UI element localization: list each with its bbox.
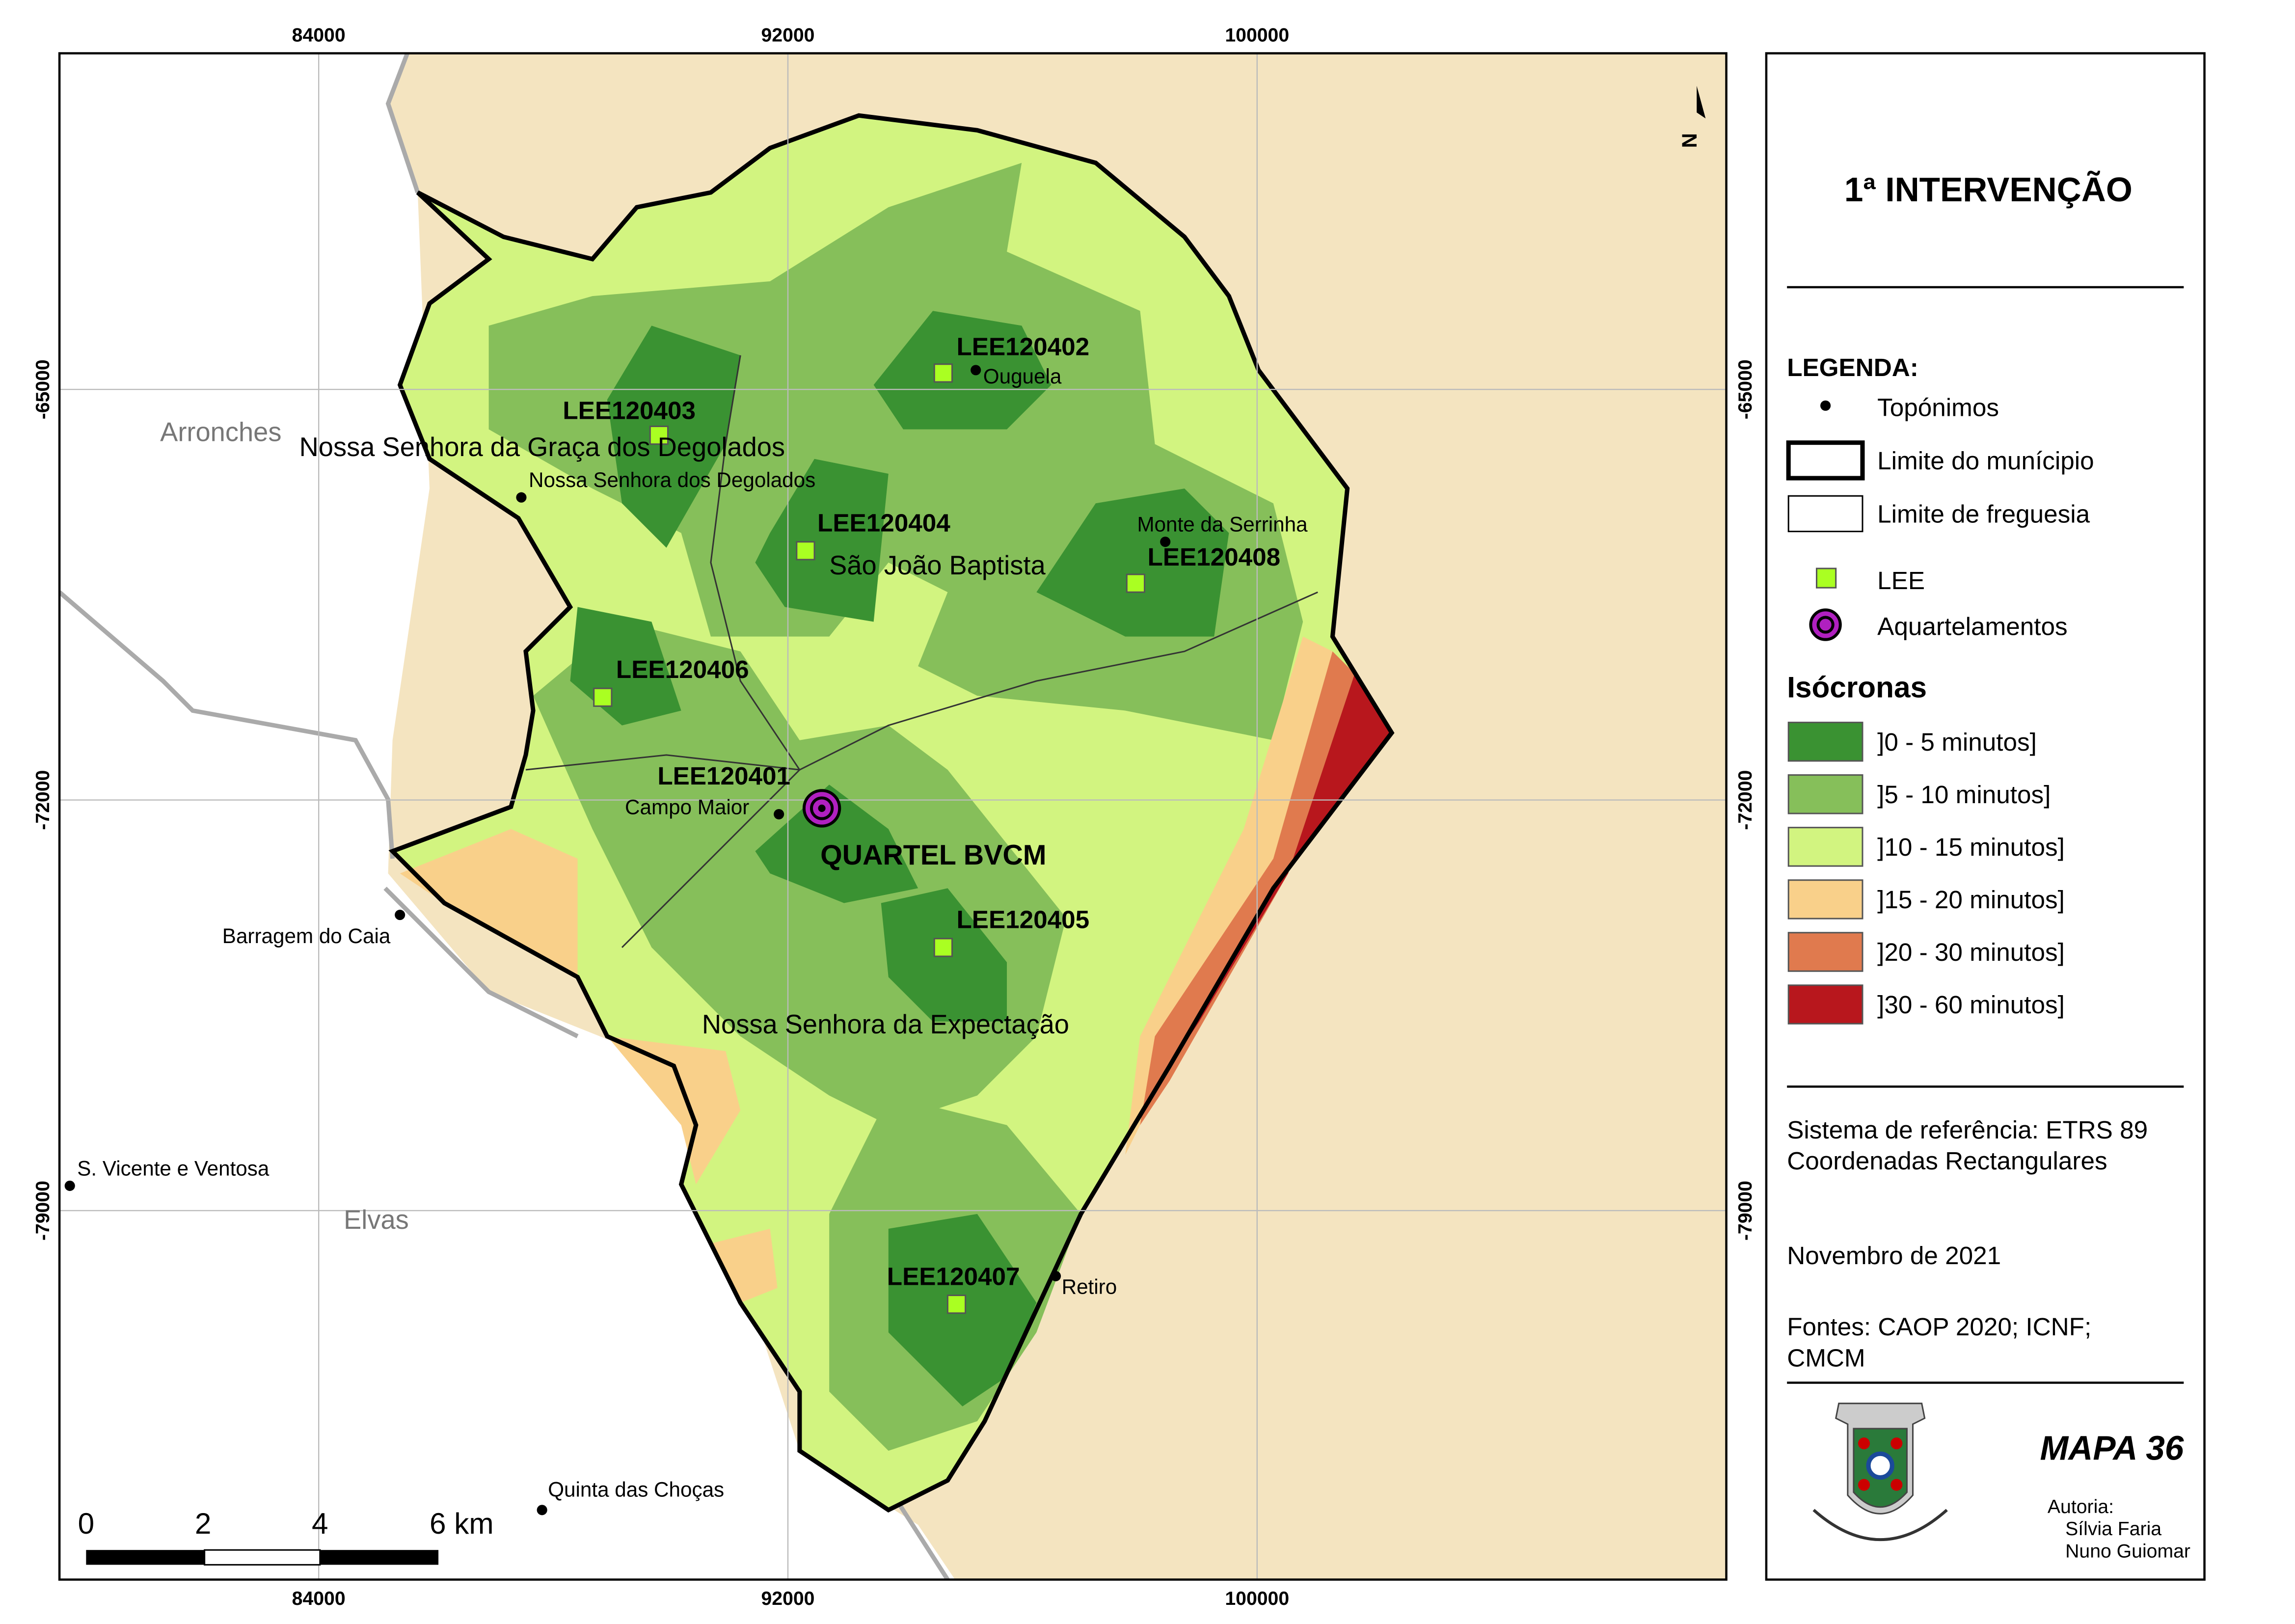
isochrone-label: ]30 - 60 minutos]: [1877, 991, 2065, 1019]
y-tick-label: -65000: [1735, 359, 1756, 419]
place-label: Retiro: [1062, 1275, 1117, 1299]
isochrone-label: ]5 - 10 minutos]: [1877, 781, 2051, 809]
isochrone-label: ]15 - 20 minutos]: [1877, 886, 2065, 914]
parish-boundaries: [525, 355, 1318, 948]
station-marker: [802, 789, 841, 828]
isochrone-swatch: [1787, 932, 1863, 972]
y-tick-label: -65000: [32, 359, 54, 419]
lee-label: LEE120406: [616, 655, 749, 683]
place-label: S. Vicente e Ventosa: [77, 1157, 270, 1180]
north-arrow: N: [1678, 85, 1706, 148]
place-label: Barragem do Caia: [222, 924, 391, 947]
isochrone-label: ]20 - 30 minutos]: [1877, 938, 2065, 966]
reference-text: Coordenadas Rectangulares: [1787, 1147, 2107, 1175]
parish-label: São João Baptista: [829, 550, 1046, 580]
map-body: LEE120402 LEE120403 LEE120404 LEE120408 …: [59, 53, 1727, 1580]
lee-label: LEE120401: [657, 762, 790, 790]
isochrone-label: ]10 - 15 minutos]: [1877, 833, 2065, 861]
reference-text: Sistema de referência: ETRS 89: [1787, 1116, 2148, 1144]
authors-heading: Autoria:: [2048, 1496, 2114, 1517]
y-tick-label: -79000: [1735, 1181, 1756, 1241]
scale-bar: 0 2 4 6 km: [78, 1507, 494, 1566]
lee-markers: [593, 363, 1145, 1314]
isochrone-swatch: [1787, 722, 1863, 762]
lee-label: LEE120402: [957, 333, 1090, 361]
sources-text: Fontes: CAOP 2020; ICNF;: [1787, 1313, 2091, 1341]
isochrone-label: ]0 - 5 minutos]: [1877, 728, 2037, 756]
x-tick-label: 92000: [761, 1588, 814, 1609]
isochrone-swatch: [1787, 879, 1863, 920]
author: Sílvia Faria: [2065, 1518, 2161, 1540]
y-tick-label: -72000: [32, 770, 54, 830]
neighbour-label: Elvas: [344, 1205, 409, 1235]
lee-label: LEE120403: [563, 396, 696, 424]
lee-label: LEE120404: [817, 509, 950, 537]
place-label: Nossa Senhora dos Degolados: [529, 468, 815, 491]
place-label: Monte da Serrinha: [1137, 513, 1308, 536]
map-number: MAPA 36: [2040, 1429, 2184, 1467]
y-tick-label: -72000: [1735, 770, 1756, 830]
scale-label: 0: [78, 1507, 95, 1540]
lee-label: LEE120408: [1148, 543, 1281, 571]
isochrone-zones: [400, 162, 1392, 1451]
station-label: QUARTEL BVCM: [820, 839, 1046, 871]
isochrone-legend: ]0 - 5 minutos] ]5 - 10 minutos] ]10 - 15 …: [1787, 722, 2065, 1025]
place-label: Ouguela: [983, 365, 1062, 388]
lee-label: LEE120407: [887, 1262, 1020, 1290]
place-label: Campo Maior: [625, 796, 749, 819]
y-tick-label: -79000: [32, 1181, 54, 1241]
municipality-boundary: [388, 113, 1395, 1513]
lee-label: LEE120405: [957, 906, 1090, 934]
side-panel: 1ª INTERVENÇÃO LEGENDA: Topónimos Limite…: [1765, 52, 2206, 1581]
title: 1ª INTERVENÇÃO: [1844, 170, 2133, 209]
border-lines: [59, 53, 950, 1580]
legend-item: Aquartelamentos: [1877, 613, 2067, 641]
isochrone-swatch: [1787, 774, 1863, 814]
x-tick-label: 84000: [292, 25, 346, 46]
scale-label: 2: [195, 1507, 212, 1540]
grid: [59, 53, 1727, 1580]
legend-item: Limite do munícipio: [1877, 447, 2094, 475]
neighbour-label: Arronches: [160, 417, 281, 447]
scale-label: 6 km: [430, 1507, 494, 1540]
legend-item: Limite de freguesia: [1877, 500, 2090, 528]
scale-label: 4: [312, 1507, 328, 1540]
legend-item: Topónimos: [1877, 393, 1999, 421]
crest: [1812, 1403, 1948, 1541]
x-tick-label: 100000: [1225, 1588, 1289, 1609]
legend-item: LEE: [1877, 567, 1925, 595]
x-tick-label: 92000: [761, 25, 814, 46]
x-tick-label: 100000: [1225, 25, 1289, 46]
date-text: Novembro de 2021: [1787, 1242, 2001, 1270]
isochrone-swatch: [1787, 984, 1863, 1025]
svg-text:N: N: [1678, 133, 1701, 148]
isochrone-swatch: [1787, 827, 1863, 867]
legend-heading: LEGENDA:: [1787, 353, 1918, 381]
parish-label: Nossa Senhora da Graça dos Degolados: [299, 432, 785, 462]
map-frame: [58, 52, 1728, 1581]
sources-text: CMCM: [1787, 1344, 1865, 1372]
isochrones-heading: Isócronas: [1787, 670, 1927, 704]
place-points: [64, 365, 1171, 1516]
place-label: Quinta das Choças: [548, 1478, 724, 1501]
x-tick-label: 84000: [292, 1588, 346, 1609]
parish-label: Nossa Senhora da Expectação: [702, 1009, 1069, 1039]
coordinate-ticks: 84000 84000 92000 92000 100000 100000 -65000 -6…: [32, 25, 1756, 1609]
author: Nuno Guiomar: [2065, 1541, 2190, 1562]
